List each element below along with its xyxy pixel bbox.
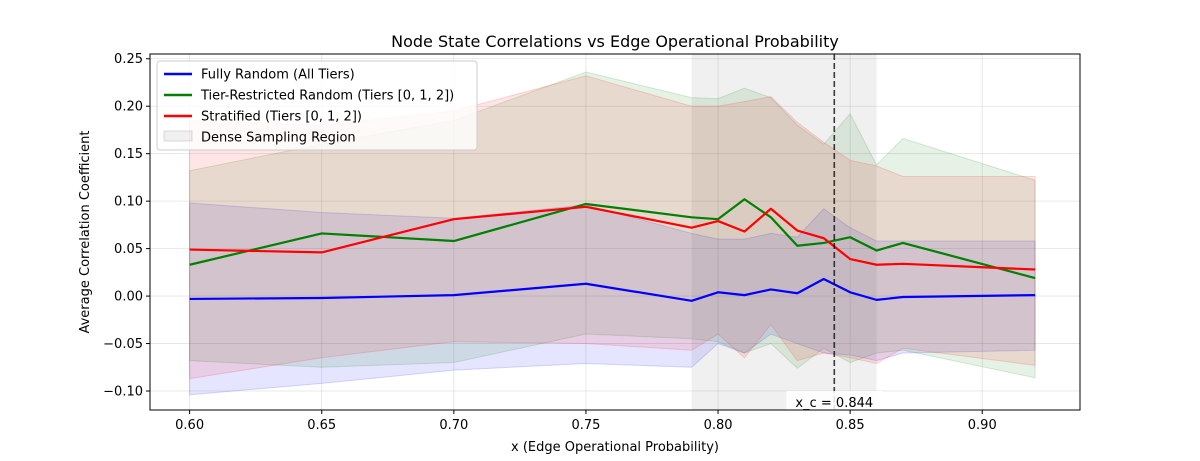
chart-title: Node State Correlations vs Edge Operatio…	[391, 32, 839, 51]
x-tick-label-5: 0.85	[836, 418, 865, 433]
y-axis-ticks: −0.10 −0.05 0.00 0.05 0.10 0.15 0.20 0.25	[103, 52, 150, 400]
y-tick-label-7: 0.25	[114, 52, 143, 67]
line-tier-restricted-random-tiers-0-1-2	[189, 198, 1036, 280]
y-tick-label-2: 0.00	[114, 290, 143, 305]
y-tick-label-3: 0.05	[114, 242, 143, 257]
critical-line-label: x_c = 0.844	[795, 396, 873, 411]
plot-frame	[149, 53, 1081, 411]
x-tick-label-4: 0.80	[704, 418, 733, 433]
legend-label-tier-restricted: Tier-Restricted Random (Tiers [0, 1, 2])	[200, 89, 454, 104]
x-tick-label-2: 0.70	[439, 418, 468, 433]
line-stratified-tiers-0-1-2	[189, 205, 1036, 271]
legend-box	[156, 60, 478, 151]
legend: Fully Random (All Tiers) Tier-Restricted…	[156, 60, 478, 151]
series-lines	[189, 198, 1036, 302]
x-tick-label-1: 0.65	[307, 418, 336, 433]
critical-label-bg	[786, 391, 883, 411]
y-axis-label: Average Correlation Coefficient	[78, 130, 93, 333]
y-tick-label-4: 0.10	[114, 195, 143, 210]
y-tick-label-6: 0.20	[114, 100, 143, 115]
legend-label-dense-region: Dense Sampling Region	[201, 131, 356, 146]
band-stratified-tiers-0-1-2	[189, 75, 1036, 380]
legend-label-stratified: Stratified (Tiers [0, 1, 2])	[201, 110, 362, 125]
x-tick-label-3: 0.75	[571, 418, 600, 433]
critical-line-group: x_c = 0.844	[786, 54, 883, 411]
legend-label-fully-random: Fully Random (All Tiers)	[201, 68, 355, 83]
x-tick-label-0: 0.60	[175, 418, 204, 433]
x-axis-ticks: 0.60 0.65 0.70 0.75 0.80 0.85 0.90	[175, 410, 997, 433]
band-fully-random-all-tiers	[189, 202, 1036, 396]
line-fully-random-all-tiers	[189, 277, 1036, 302]
legend-swatch-dense-region	[163, 130, 193, 142]
y-tick-label-0: −0.10	[103, 385, 143, 400]
grid	[150, 54, 1080, 410]
x-tick-label-6: 0.90	[968, 418, 997, 433]
y-tick-label-5: 0.15	[114, 147, 143, 162]
x-axis-label: x (Edge Operational Probability)	[511, 440, 719, 455]
y-tick-label-1: −0.05	[103, 337, 143, 352]
